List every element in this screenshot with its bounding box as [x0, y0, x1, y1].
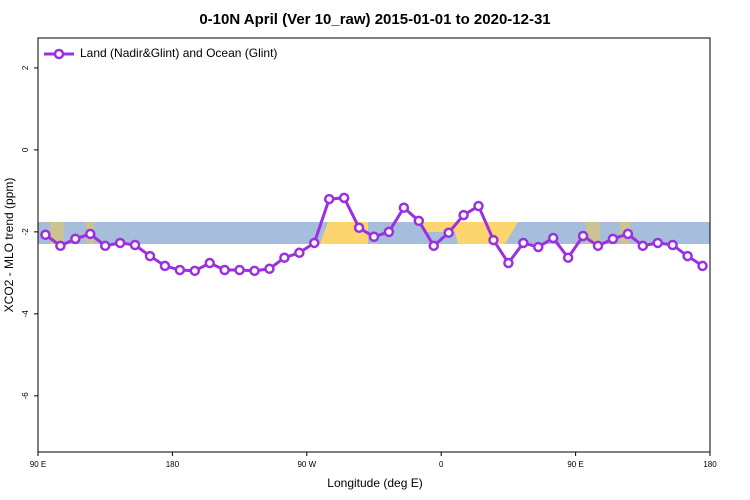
y-tick-label: 0 [21, 147, 30, 152]
point [204, 257, 215, 269]
legend-marker [53, 48, 65, 60]
point [562, 252, 574, 263]
point [234, 264, 245, 276]
point [577, 230, 589, 242]
point [264, 263, 275, 275]
point [652, 237, 663, 249]
point [682, 250, 693, 262]
point [428, 240, 439, 252]
point [488, 234, 499, 246]
point [323, 193, 335, 205]
point [413, 215, 425, 227]
plot-frame [37, 37, 711, 453]
point [338, 192, 350, 204]
y-tick-label: 2 [21, 65, 30, 70]
chart-title: 0-10N April (Ver 10_raw) 2015-01-01 to 2… [199, 11, 550, 28]
point [99, 240, 111, 252]
x-tick-label: 90 E [567, 460, 583, 469]
point [368, 231, 380, 243]
x-tick-label: 90 W [297, 460, 316, 469]
x-tick-label: 180 [703, 460, 717, 469]
point [697, 260, 708, 272]
point [458, 209, 469, 221]
point [85, 228, 96, 240]
point [637, 240, 649, 252]
point [547, 232, 559, 244]
x-tick-label: 90 E [30, 460, 46, 469]
point [607, 233, 619, 245]
y-tick-label: -2 [21, 228, 30, 236]
point [249, 265, 260, 277]
point [443, 227, 454, 238]
x-tick-label: 0 [439, 460, 444, 469]
point [518, 237, 529, 249]
point [533, 241, 544, 253]
point [129, 239, 141, 251]
legend-label: Land (Nadir&Glint) and Ocean (Glint) [80, 46, 277, 60]
point [159, 260, 171, 272]
point [144, 250, 156, 262]
x-tick-label: 180 [166, 460, 180, 469]
y-tick-label: -6 [21, 392, 30, 400]
point [398, 202, 410, 213]
point [219, 264, 230, 276]
point [70, 233, 81, 245]
point [279, 252, 290, 263]
point [189, 265, 201, 277]
point [503, 257, 514, 269]
point [174, 264, 186, 276]
point [473, 200, 484, 212]
x-axis-label: Longitude (deg E) [327, 476, 422, 490]
point [40, 229, 51, 241]
point [114, 237, 126, 249]
point [55, 240, 66, 252]
point [309, 237, 320, 249]
point [383, 226, 395, 238]
y-axis-label: XCO2 - MLO trend (ppm) [2, 178, 16, 313]
point [667, 239, 678, 251]
point [294, 247, 305, 259]
point [622, 228, 634, 240]
point [592, 240, 604, 252]
point [353, 222, 365, 234]
y-tick-label: -4 [21, 310, 30, 318]
